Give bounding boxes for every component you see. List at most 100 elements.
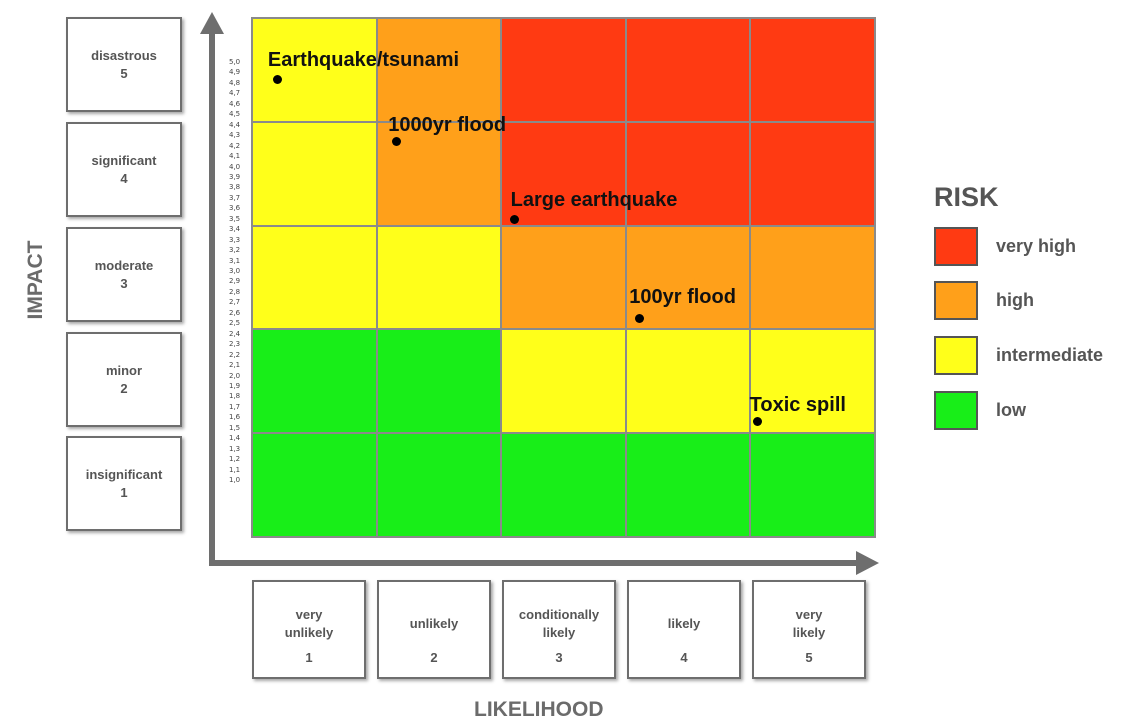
legend-item: intermediate (934, 336, 1103, 375)
impact-level-label: insignificant (85, 466, 163, 482)
impact-tick-label: 2,5 (229, 319, 241, 328)
impact-level-box: disastrous 5 (66, 17, 182, 112)
impact-tick-label: 2,3 (229, 340, 241, 349)
impact-tick-label: 4,7 (229, 89, 241, 98)
impact-tick-label: 4,0 (229, 162, 241, 171)
impact-level-value: 1 (120, 484, 128, 500)
impact-tick-label: 1,3 (229, 444, 241, 453)
impact-tick-label: 2,2 (229, 350, 241, 359)
risk-cell (251, 120, 378, 227)
impact-level-label: minor (105, 362, 143, 378)
impact-tick-label: 1,4 (229, 434, 241, 443)
impact-tick-label: 3,9 (229, 172, 241, 181)
impact-tick-label: 4,9 (229, 68, 241, 77)
legend-item: very high (934, 227, 1076, 266)
impact-level-box: minor 2 (66, 332, 182, 427)
impact-tick-label: 3,7 (229, 193, 241, 202)
likelihood-level-label: unlikely (409, 615, 459, 631)
legend-item: low (934, 391, 1026, 430)
risk-point-label: Large earthquake (510, 189, 678, 212)
likelihood-level-label: very likely (792, 607, 826, 640)
risk-matrix-grid (251, 17, 876, 538)
impact-tick-label: 3,6 (229, 204, 241, 213)
impact-level-label: moderate (94, 257, 154, 273)
impact-tick-label: 4,5 (229, 110, 241, 119)
likelihood-level-value: 3 (555, 650, 563, 666)
risk-cell (251, 328, 378, 435)
legend-swatch (934, 391, 978, 430)
legend-item-label: high (996, 290, 1034, 310)
risk-point-label: Toxic spill (749, 393, 846, 416)
impact-tick-label: 4,1 (229, 152, 241, 161)
likelihood-level-value: 5 (805, 650, 813, 666)
risk-point-marker (391, 137, 401, 147)
risk-point-marker (634, 313, 644, 323)
likelihood-level-value: 4 (680, 650, 688, 666)
risk-cell (749, 224, 876, 331)
impact-tick-label: 3,4 (229, 225, 241, 234)
risk-cell (500, 224, 627, 331)
likelihood-level-value: 1 (305, 650, 313, 666)
impact-tick-label: 2,8 (229, 287, 241, 296)
risk-point-marker (273, 74, 283, 84)
impact-tick-label: 4,8 (229, 78, 241, 87)
risk-cell (500, 328, 627, 435)
impact-tick-label: 2,4 (229, 329, 241, 338)
impact-level-box: insignificant 1 (66, 436, 182, 531)
risk-cell (749, 328, 876, 435)
legend-swatch (934, 281, 978, 320)
risk-cell (375, 432, 503, 538)
risk-cell (624, 224, 752, 331)
risk-cell (749, 17, 876, 123)
likelihood-level-label: very unlikely (284, 607, 334, 640)
legend-item-label: intermediate (996, 345, 1104, 365)
risk-cell (749, 120, 876, 227)
impact-level-box: moderate 3 (66, 227, 182, 322)
impact-tick-label: 1,9 (229, 381, 241, 390)
impact-tick-label: 3,3 (229, 235, 241, 244)
x-axis-title: LIKELIHOOD (474, 698, 604, 721)
risk-cell (500, 432, 627, 538)
y-axis-arrowhead (200, 12, 224, 34)
risk-cell (624, 432, 752, 538)
risk-cell (624, 120, 752, 227)
likelihood-level-label: likely (667, 615, 701, 631)
risk-cell (624, 328, 752, 435)
legend-item-label: low (996, 400, 1026, 420)
impact-tick-label: 1,1 (229, 465, 241, 474)
risk-cell (500, 120, 627, 227)
risk-cell (375, 224, 503, 331)
likelihood-level-box: conditionally likely 3 (502, 580, 616, 679)
impact-tick-label: 3,5 (229, 214, 241, 223)
likelihood-level-box: likely 4 (627, 580, 741, 679)
risk-point-marker (510, 214, 520, 224)
impact-tick-label: 2,6 (229, 308, 241, 317)
impact-tick-label: 4,2 (229, 141, 241, 150)
impact-tick-label: 1,5 (229, 423, 241, 432)
impact-tick-label: 5,0 (229, 58, 241, 66)
risk-cell (251, 224, 378, 331)
impact-level-box: significant 4 (66, 122, 182, 217)
impact-tick-label: 4,3 (229, 131, 241, 140)
impact-tick-label: 2,9 (229, 277, 241, 286)
impact-tick-label: 1,0 (229, 476, 241, 484)
impact-tick-label: 3,1 (229, 256, 241, 265)
risk-cell (624, 17, 752, 123)
risk-point-label: 100yr flood (629, 286, 736, 309)
impact-level-label: disastrous (91, 47, 157, 63)
risk-cell (251, 432, 378, 538)
impact-level-value: 2 (120, 380, 128, 396)
legend-swatch (934, 227, 978, 266)
legend-item-label: very high (996, 236, 1077, 256)
likelihood-level-value: 2 (430, 650, 438, 666)
impact-level-value: 4 (120, 170, 128, 186)
likelihood-level-label: conditionally likely (518, 607, 600, 640)
risk-cell (749, 432, 876, 538)
likelihood-level-box: very likely 5 (752, 580, 866, 679)
likelihood-level-box: very unlikely 1 (252, 580, 366, 679)
impact-tick-label: 1,7 (229, 402, 241, 411)
impact-tick-label: 2,7 (229, 298, 241, 307)
impact-tick-label: 1,2 (229, 455, 241, 464)
impact-level-value: 3 (120, 275, 128, 291)
x-axis-arrowhead (856, 551, 879, 575)
